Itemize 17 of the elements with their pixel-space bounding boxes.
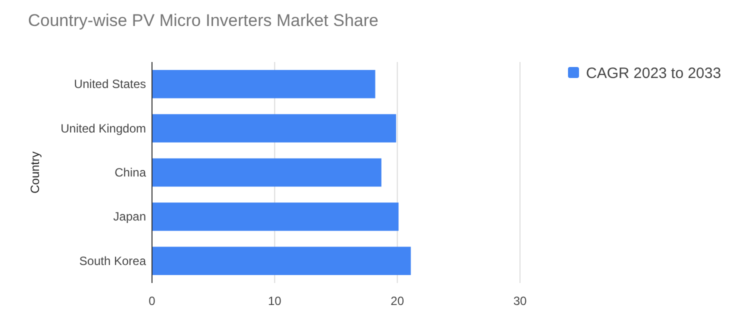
legend-label: CAGR 2023 to 2033 (586, 65, 722, 82)
bar (152, 246, 411, 276)
y-tick-label: Japan (113, 210, 146, 224)
y-tick-label: United Kingdom (60, 121, 146, 136)
x-tick-label: 10 (268, 294, 282, 308)
y-tick-label: China (114, 166, 146, 180)
bar (152, 114, 396, 142)
y-axis-title: Country (28, 151, 42, 194)
chart-title: Country-wise PV Micro Inverters Market Share (28, 11, 378, 30)
x-tick-label: 0 (148, 294, 156, 308)
x-tick-label: 20 (390, 294, 404, 308)
bar (152, 202, 399, 231)
x-tick-label: 30 (513, 294, 527, 308)
y-tick-label: United States (74, 77, 146, 92)
bar (152, 158, 382, 187)
bar (152, 70, 376, 98)
y-tick-label: South Korea (79, 254, 146, 268)
